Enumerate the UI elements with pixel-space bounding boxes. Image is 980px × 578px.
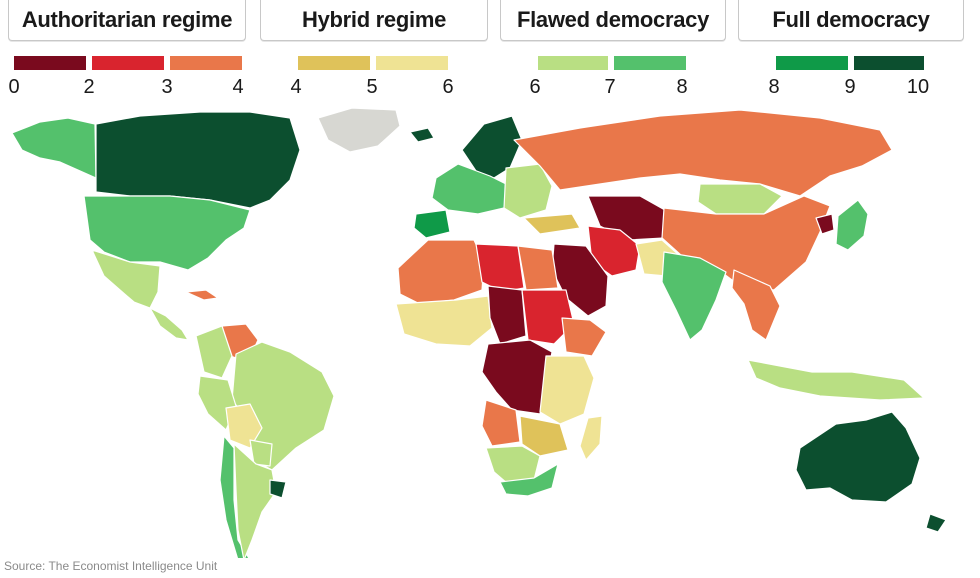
legend-tick: 8	[676, 76, 688, 98]
region-new-zealand	[925, 513, 947, 533]
region-usa	[83, 195, 251, 271]
legend-swatch	[14, 56, 86, 70]
region-iceland	[409, 127, 435, 143]
region-uruguay	[269, 479, 287, 499]
region-madagascar	[579, 415, 603, 461]
legend-tick: 7	[604, 76, 616, 98]
region-bolivia	[225, 403, 263, 449]
legend-swatch	[538, 56, 608, 70]
legend-tick: 0	[8, 76, 20, 98]
legend-tick: 6	[442, 76, 454, 98]
legend-tick: 4	[290, 76, 302, 98]
region-paraguay	[249, 439, 273, 467]
legend-title-hybrid: Hybrid regime	[260, 0, 488, 41]
legend-tick: 4	[232, 76, 244, 98]
legend-swatch	[170, 56, 242, 70]
legend-swatch	[614, 56, 686, 70]
legend-tick: 5	[366, 76, 378, 98]
region-indonesia	[747, 359, 925, 401]
region-chad	[487, 285, 527, 345]
legend-tick: 3	[161, 76, 173, 98]
region-libya	[475, 243, 525, 293]
region-central-africa	[481, 339, 553, 415]
region-korea-japan	[835, 199, 869, 251]
region-india	[661, 251, 727, 341]
region-chile	[219, 435, 250, 558]
region-southeast-asia	[731, 269, 781, 341]
legend-swatch	[854, 56, 924, 70]
legend-tick: 2	[83, 76, 95, 98]
region-zambia	[519, 415, 569, 457]
region-argentina	[233, 443, 277, 558]
region-iberia	[413, 209, 451, 239]
legend-swatch	[298, 56, 370, 70]
legend-title-authoritarian: Authoritarian regime	[8, 0, 246, 41]
region-north-korea	[815, 213, 835, 235]
legend-title-full: Full democracy	[738, 0, 964, 41]
region-central-america	[149, 307, 189, 341]
legend-title-flawed: Flawed democracy	[500, 0, 726, 41]
region-colombia	[195, 325, 233, 379]
region-australia	[795, 411, 921, 503]
region-south-africa	[499, 463, 559, 497]
legend-swatch	[376, 56, 448, 70]
legend-tick: 9	[844, 76, 856, 98]
legend-swatch	[776, 56, 848, 70]
legend-tick: 8	[768, 76, 780, 98]
world-map	[11, 107, 947, 558]
legend-tick: 10	[906, 76, 930, 98]
region-north-africa-west	[397, 239, 485, 305]
region-cuba	[185, 289, 219, 301]
region-ethiopia	[561, 317, 607, 357]
legend-swatch	[92, 56, 164, 70]
region-greenland	[317, 107, 401, 153]
region-mongolia	[697, 183, 783, 215]
region-east-africa	[539, 355, 595, 425]
region-egypt	[517, 245, 559, 291]
region-turkey	[523, 213, 581, 235]
region-russia	[513, 109, 893, 197]
region-canada	[95, 111, 301, 209]
region-west-africa	[395, 295, 493, 347]
legend: Authoritarian regime 0 2 3 4 Hybrid regi…	[0, 0, 980, 100]
source-note: Source: The Economist Intelligence Unit	[4, 559, 218, 573]
legend-tick: 6	[529, 76, 541, 98]
region-alaska	[11, 117, 97, 179]
region-angola	[481, 399, 521, 447]
